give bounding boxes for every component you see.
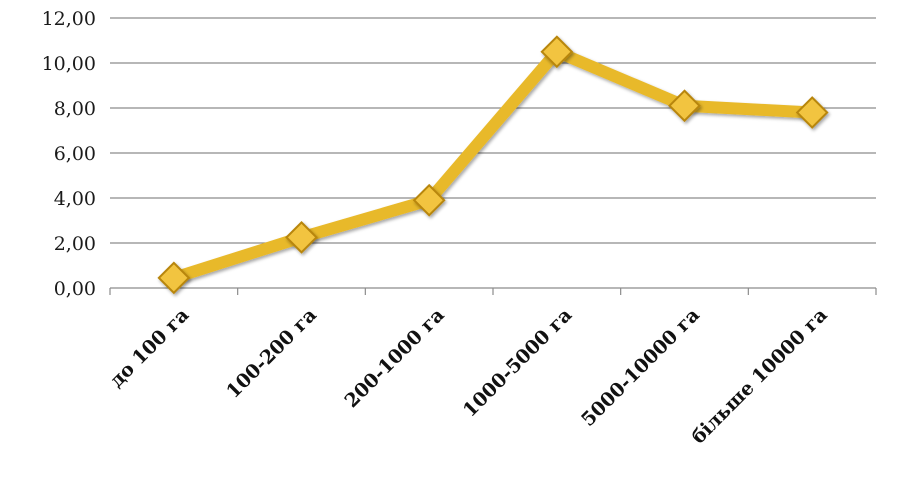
y-tick-label: 8,00 bbox=[54, 98, 96, 120]
y-tick-label: 2,00 bbox=[54, 233, 96, 255]
y-tick-label: 12,00 bbox=[42, 8, 96, 30]
x-tick-label: більше 10000 га bbox=[687, 304, 831, 448]
x-tick-label: 1000-5000 га bbox=[459, 304, 577, 422]
data-point-marker bbox=[412, 183, 446, 217]
data-point-marker bbox=[285, 220, 318, 254]
y-tick-label: 10,00 bbox=[42, 53, 96, 75]
y-tick-label: 6,00 bbox=[54, 143, 96, 165]
x-tick-label: 200-1000 га bbox=[341, 304, 449, 412]
x-tick-label: 5000-10000 га bbox=[577, 304, 704, 431]
y-tick-label: 0,00 bbox=[54, 278, 96, 300]
y-axis-tick-labels: 0,00 2,00 4,00 6,00 8,00 10,00 12,00 bbox=[42, 8, 96, 300]
data-point-marker bbox=[157, 261, 191, 295]
series-line bbox=[167, 45, 819, 284]
data-point-marker bbox=[540, 35, 574, 69]
data-point-marker bbox=[795, 96, 829, 129]
x-axis-tick-labels: до 100 га 100-200 га 200-1000 га 1000-5000 … bbox=[106, 304, 832, 448]
x-tick-label: до 100 га bbox=[106, 304, 194, 392]
x-axis bbox=[109, 287, 877, 295]
y-tick-label: 4,00 bbox=[54, 188, 96, 210]
gridlines bbox=[110, 17, 876, 244]
data-point-marker bbox=[668, 89, 701, 123]
x-tick-label: 100-200 га bbox=[222, 304, 321, 403]
series bbox=[157, 35, 829, 295]
